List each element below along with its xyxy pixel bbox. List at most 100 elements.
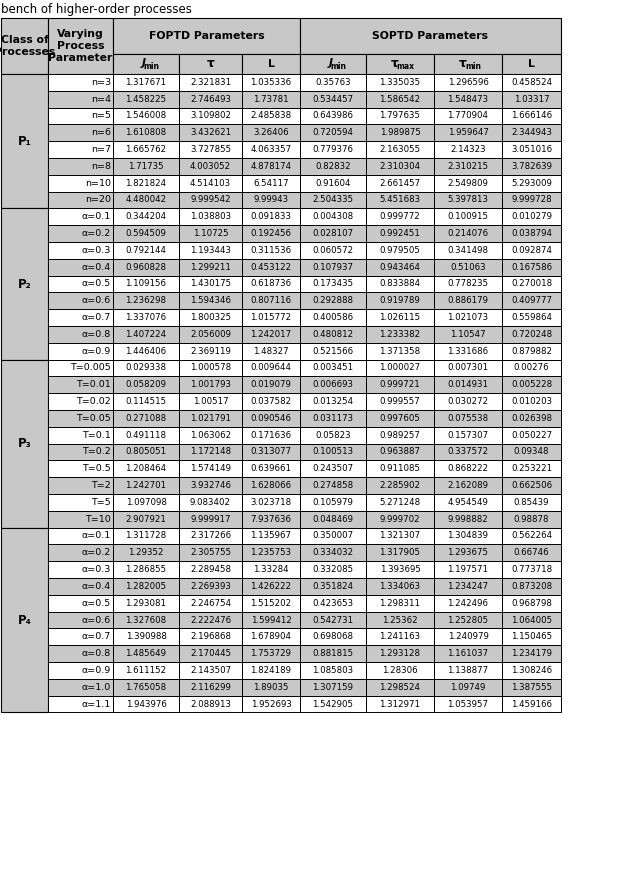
Text: 1.29352: 1.29352 xyxy=(128,549,164,557)
Bar xyxy=(366,528,434,544)
Bar xyxy=(113,410,179,427)
Bar xyxy=(113,696,179,712)
Bar xyxy=(434,309,502,326)
Text: 1.337076: 1.337076 xyxy=(125,313,166,322)
Text: 0.173435: 0.173435 xyxy=(312,280,353,288)
Text: n=5: n=5 xyxy=(91,111,111,120)
Bar xyxy=(48,528,113,544)
Bar xyxy=(502,477,561,494)
Bar xyxy=(502,326,561,343)
Bar xyxy=(113,360,179,376)
Text: 1.371358: 1.371358 xyxy=(380,347,420,355)
Bar xyxy=(300,108,366,125)
Bar xyxy=(179,309,242,326)
Bar xyxy=(502,461,561,477)
Text: 0.003451: 0.003451 xyxy=(312,363,353,373)
Bar xyxy=(300,427,366,443)
Text: 0.091833: 0.091833 xyxy=(250,213,291,221)
Bar xyxy=(113,125,179,141)
Text: 1.797635: 1.797635 xyxy=(380,111,420,120)
Bar xyxy=(300,443,366,461)
Text: Class of
Processes: Class of Processes xyxy=(0,35,55,57)
Bar xyxy=(434,393,502,410)
Bar xyxy=(366,510,434,528)
Bar xyxy=(179,477,242,494)
Text: 0.060572: 0.060572 xyxy=(312,246,353,255)
Text: 1.308246: 1.308246 xyxy=(511,666,552,675)
Text: 9.083402: 9.083402 xyxy=(190,498,231,507)
Text: 3.932746: 3.932746 xyxy=(190,481,231,490)
Text: T=0.5: T=0.5 xyxy=(83,464,111,473)
Bar xyxy=(366,461,434,477)
Bar xyxy=(48,242,113,259)
Text: 2.305755: 2.305755 xyxy=(190,549,231,557)
Text: 1.407224: 1.407224 xyxy=(125,330,166,339)
Bar xyxy=(179,427,242,443)
Bar xyxy=(48,175,113,192)
Text: n=10: n=10 xyxy=(85,179,111,187)
Bar xyxy=(242,226,300,242)
Bar xyxy=(113,628,179,645)
Text: 2.056009: 2.056009 xyxy=(190,330,231,339)
Text: 1.393695: 1.393695 xyxy=(380,565,420,574)
Text: 0.341498: 0.341498 xyxy=(447,246,488,255)
Text: 3.432621: 3.432621 xyxy=(190,128,231,138)
Text: 1.293675: 1.293675 xyxy=(447,549,488,557)
Bar xyxy=(1,528,48,712)
Bar xyxy=(48,628,113,645)
Text: 1.00517: 1.00517 xyxy=(193,397,228,406)
Text: min: min xyxy=(330,62,346,71)
Text: 0.332085: 0.332085 xyxy=(312,565,353,574)
Text: 0.337572: 0.337572 xyxy=(447,448,488,456)
Text: 0.031173: 0.031173 xyxy=(312,414,353,423)
Text: 0.997605: 0.997605 xyxy=(380,414,420,423)
Bar xyxy=(242,326,300,343)
Text: α=0.6: α=0.6 xyxy=(82,616,111,625)
Bar xyxy=(300,544,366,561)
Bar xyxy=(179,628,242,645)
Text: 1.015772: 1.015772 xyxy=(250,313,292,322)
Bar xyxy=(179,226,242,242)
Bar xyxy=(366,108,434,125)
Text: 0.453122: 0.453122 xyxy=(250,263,292,272)
Bar xyxy=(113,259,179,275)
Text: 2.14323: 2.14323 xyxy=(450,145,486,154)
Bar xyxy=(434,259,502,275)
Bar xyxy=(502,192,561,208)
Text: 1.064005: 1.064005 xyxy=(511,616,552,625)
Bar xyxy=(502,226,561,242)
Text: 0.698068: 0.698068 xyxy=(312,632,353,641)
Text: 7.937636: 7.937636 xyxy=(250,515,291,523)
Bar xyxy=(300,376,366,393)
Bar xyxy=(366,561,434,578)
Bar xyxy=(113,393,179,410)
Bar xyxy=(179,141,242,158)
Bar xyxy=(366,611,434,628)
Bar xyxy=(179,510,242,528)
Bar xyxy=(179,376,242,393)
Text: 9.999702: 9.999702 xyxy=(380,515,420,523)
Bar xyxy=(366,293,434,309)
Bar xyxy=(502,158,561,175)
Bar xyxy=(434,595,502,611)
Bar xyxy=(48,443,113,461)
Text: 1.001793: 1.001793 xyxy=(190,381,231,389)
Bar xyxy=(113,275,179,293)
Text: 0.334032: 0.334032 xyxy=(312,549,353,557)
Bar xyxy=(179,54,242,74)
Text: 0.51063: 0.51063 xyxy=(450,263,486,272)
Bar xyxy=(366,275,434,293)
Text: 1.542905: 1.542905 xyxy=(312,699,353,708)
Bar xyxy=(48,208,113,226)
Text: 0.919789: 0.919789 xyxy=(380,296,420,306)
Bar xyxy=(48,309,113,326)
Bar xyxy=(366,662,434,679)
Bar xyxy=(366,259,434,275)
Text: min: min xyxy=(465,62,481,71)
Bar xyxy=(434,443,502,461)
Bar xyxy=(434,293,502,309)
Bar xyxy=(300,275,366,293)
Bar xyxy=(1,360,48,528)
Bar xyxy=(113,376,179,393)
Bar xyxy=(502,293,561,309)
